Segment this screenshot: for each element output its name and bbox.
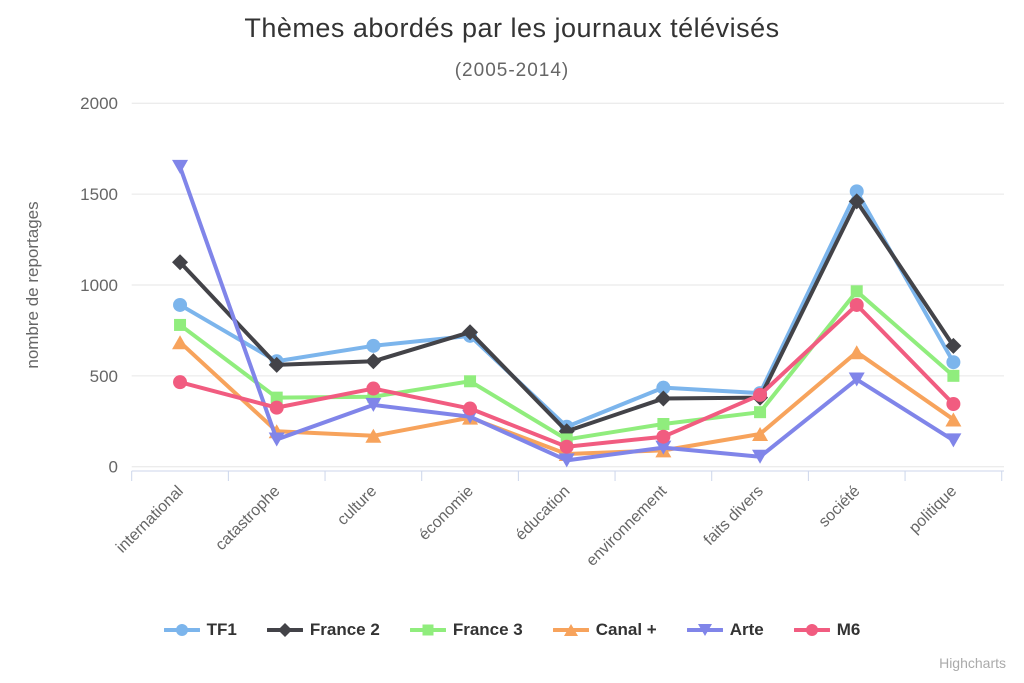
data-point-m6[interactable]: [753, 387, 768, 402]
data-point-france-3[interactable]: [657, 417, 670, 430]
data-point-m6[interactable]: [269, 400, 284, 415]
chart-title: Thèmes abordés par les journaux télévisé…: [244, 13, 780, 43]
x-axis-label: éducation: [512, 483, 573, 544]
data-point-canal[interactable]: [172, 335, 189, 350]
data-point-tf1[interactable]: [849, 184, 864, 199]
legend: TF1 France 2 France 3 Canal + Arte M6: [0, 620, 1024, 640]
plot-area: 0 500 1000 1500 2000 international catastrophe…: [23, 94, 1004, 570]
data-point-arte[interactable]: [268, 432, 285, 447]
data-point-canal[interactable]: [945, 412, 962, 427]
data-point-canal[interactable]: [848, 345, 865, 360]
legend-label: France 2: [309, 620, 380, 639]
data-point-france-3[interactable]: [464, 375, 477, 388]
data-point-arte[interactable]: [752, 449, 769, 464]
legend-item-france-2[interactable]: France 2: [266, 620, 380, 640]
data-point-arte[interactable]: [655, 440, 672, 455]
x-axis-label: culture: [334, 483, 380, 529]
series-line-tf1[interactable]: [178, 189, 956, 429]
legend-item-canal[interactable]: Canal +: [552, 620, 657, 640]
data-point-canal[interactable]: [752, 426, 769, 441]
legend-item-arte[interactable]: Arte: [686, 620, 764, 640]
x-axis-label: catastrophe: [212, 483, 283, 554]
data-point-m6[interactable]: [366, 381, 381, 396]
data-point-m6[interactable]: [559, 439, 574, 454]
data-point-tf1[interactable]: [366, 338, 381, 353]
data-point-france-3[interactable]: [270, 391, 283, 404]
y-axis-label: 1500: [80, 185, 118, 204]
legend-marker-diamond-icon: [266, 623, 303, 637]
data-point-france-2[interactable]: [848, 193, 865, 210]
y-axis-label: 500: [90, 367, 118, 386]
legend-marker-square-icon: [409, 624, 446, 636]
legend-item-france-3[interactable]: France 3: [409, 620, 523, 640]
data-point-arte[interactable]: [365, 397, 382, 412]
legend-label: M6: [836, 620, 861, 639]
legend-item-m6[interactable]: M6: [793, 620, 861, 640]
data-point-arte[interactable]: [558, 453, 575, 468]
data-point-france-2[interactable]: [655, 390, 672, 407]
data-point-france-2[interactable]: [365, 353, 382, 370]
data-point-arte[interactable]: [945, 433, 962, 448]
data-point-tf1[interactable]: [946, 355, 961, 370]
legend-marker-circle-icon: [793, 624, 830, 636]
data-point-france-2[interactable]: [268, 356, 285, 373]
legend-label: Canal +: [595, 620, 657, 639]
data-point-m6[interactable]: [849, 297, 864, 312]
legend-label: Arte: [729, 620, 764, 639]
legend-marker-triangle-icon: [552, 624, 589, 636]
data-point-canal[interactable]: [365, 428, 382, 443]
legend-marker-circle-icon: [163, 624, 200, 636]
x-axis-label: société: [816, 483, 864, 531]
legend-item-tf1[interactable]: TF1: [163, 620, 237, 640]
y-axis-label: 0: [109, 458, 118, 477]
data-point-m6[interactable]: [463, 401, 478, 416]
data-point-france-2[interactable]: [462, 324, 479, 341]
data-point-france-2[interactable]: [172, 254, 189, 271]
data-point-tf1[interactable]: [656, 380, 671, 395]
y-axis-title: nombre de reportages: [23, 201, 42, 368]
legend-label: France 3: [452, 620, 523, 639]
data-point-m6[interactable]: [173, 375, 188, 390]
data-point-france-3[interactable]: [754, 406, 767, 419]
data-point-arte[interactable]: [172, 159, 189, 174]
data-point-france-2[interactable]: [945, 337, 962, 354]
chart-subtitle: (2005-2014): [454, 60, 570, 81]
data-point-tf1[interactable]: [173, 297, 188, 312]
data-point-france-3[interactable]: [947, 369, 960, 382]
data-point-m6[interactable]: [946, 396, 961, 411]
x-axis-label: politique: [906, 483, 960, 537]
data-point-m6[interactable]: [656, 429, 671, 444]
data-point-france-3[interactable]: [850, 285, 863, 298]
x-axis-label: faits divers: [701, 483, 767, 549]
highcharts-credit[interactable]: Highcharts: [939, 655, 1006, 671]
y-axis-label: 1000: [80, 276, 118, 295]
legend-label: TF1: [206, 620, 237, 639]
x-axis-label: international: [113, 483, 187, 557]
x-axis-label: économie: [416, 483, 477, 544]
data-point-france-3[interactable]: [174, 318, 187, 331]
data-point-arte[interactable]: [848, 372, 865, 387]
x-axis-label: environnement: [583, 482, 670, 569]
legend-marker-triangle-down-icon: [686, 624, 723, 636]
y-axis-label: 2000: [80, 94, 118, 113]
